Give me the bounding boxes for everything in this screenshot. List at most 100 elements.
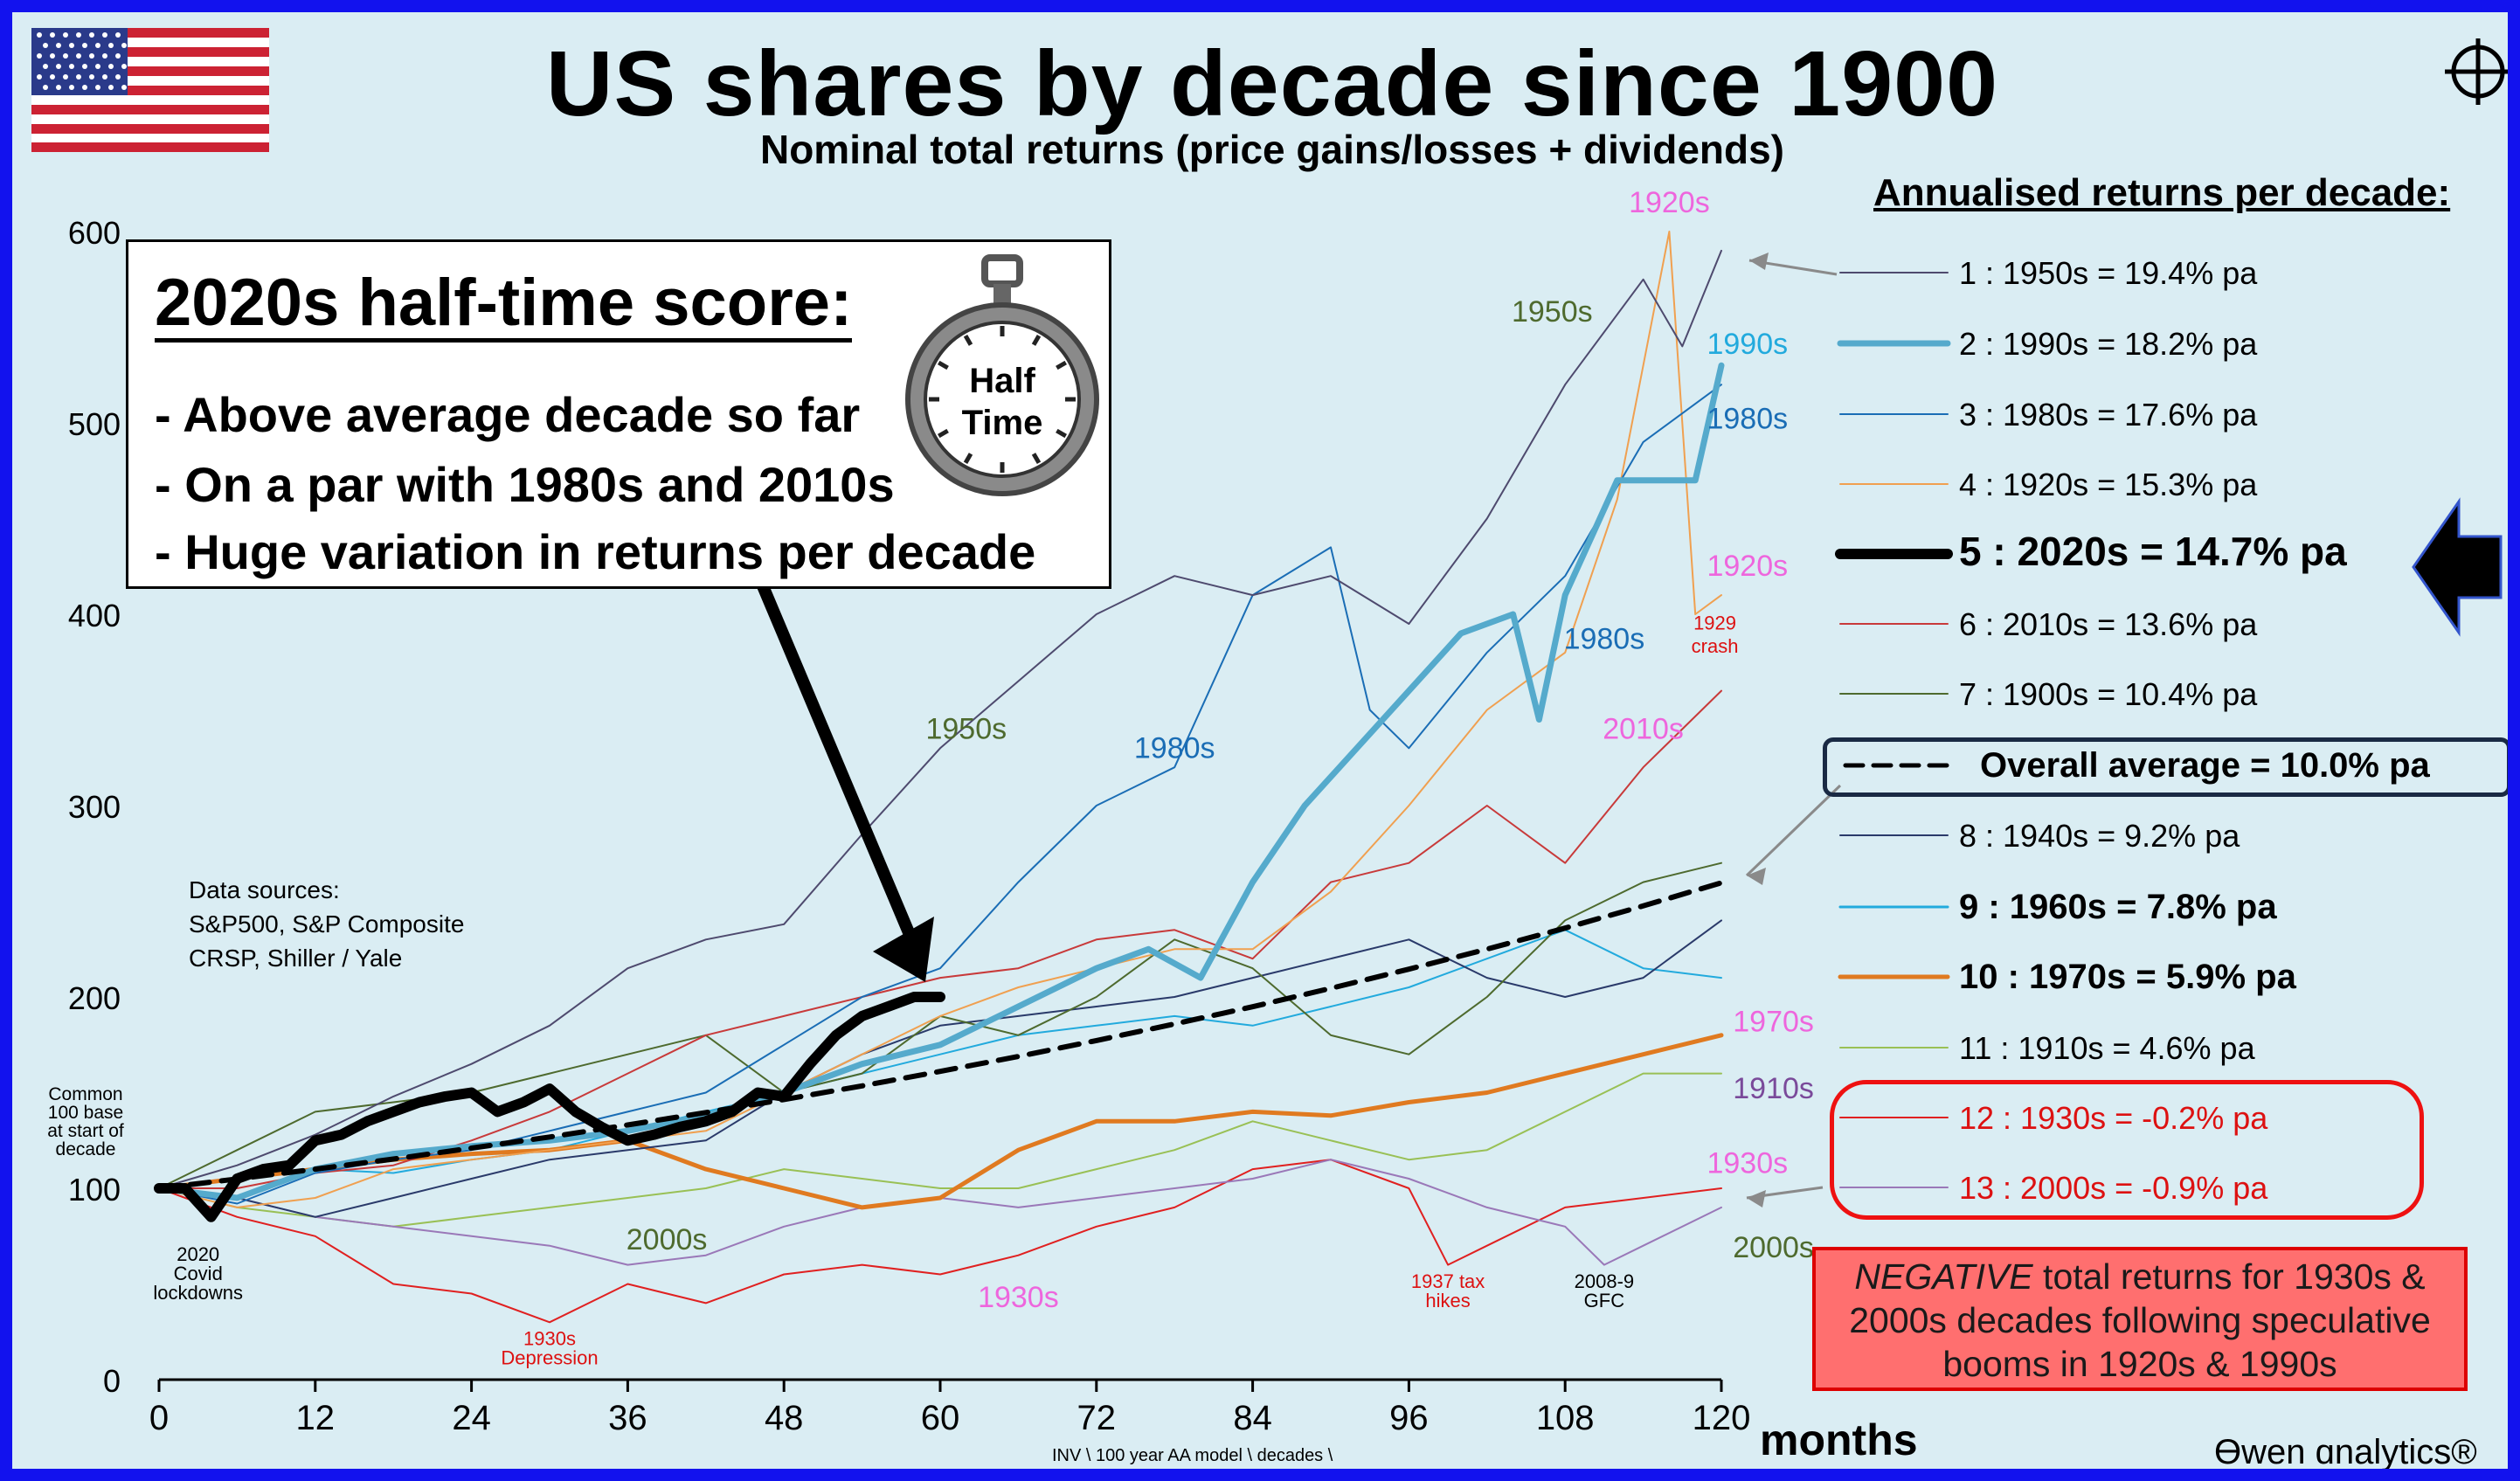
- series-annotation: lockdowns: [153, 1282, 243, 1304]
- series-line: [158, 929, 1722, 1189]
- stopwatch-label: Half: [969, 362, 1035, 400]
- series-annotation: 1920s: [1707, 550, 1788, 583]
- pointer-arrow-head: [873, 917, 934, 982]
- series-annotation: 1980s: [1134, 731, 1215, 765]
- owen-analytics-logo: Ɵwen ɑnalytics®: [2214, 1433, 2477, 1471]
- legend-label: 9 : 1960s = 7.8% pa: [1959, 888, 2277, 926]
- x-tick-label: 120: [1693, 1399, 1751, 1437]
- legend-label: 8 : 1940s = 9.2% pa: [1959, 818, 2240, 854]
- series-annotation: 1920s: [1629, 186, 1710, 219]
- y-tick-label: 200: [68, 980, 121, 1016]
- x-tick-label: 48: [765, 1399, 804, 1437]
- series-annotation: 1937 tax: [1411, 1270, 1485, 1292]
- series-annotation: GFC: [1584, 1290, 1625, 1311]
- y-tick-label: 400: [68, 598, 121, 633]
- score-bullet: - Above average decade so far: [155, 387, 861, 442]
- legend-label: 3 : 1980s = 17.6% pa: [1959, 397, 2258, 433]
- x-tick-label: 72: [1077, 1399, 1117, 1437]
- series-line: [158, 384, 1722, 1205]
- series-annotation: 2000s: [1733, 1231, 1814, 1264]
- negative-returns-note: NEGATIVE total returns for 1930s & 2000s…: [1812, 1247, 2468, 1391]
- legend-label: 13 : 2000s = -0.9% pa: [1959, 1170, 2268, 1206]
- series-annotation: 1950s: [1512, 295, 1593, 329]
- legend-label: 5 : 2020s = 14.7% pa: [1959, 529, 2347, 574]
- series-annotation: crash: [1692, 635, 1739, 657]
- negative-returns-highlight: [1830, 1080, 2424, 1220]
- legend-label: 4 : 1920s = 15.3% pa: [1959, 467, 2258, 502]
- y-tick-label: 500: [68, 406, 121, 442]
- y-tick-label: 0: [103, 1363, 121, 1399]
- series-line: [156, 362, 1725, 1201]
- x-axis-label: months: [1760, 1415, 1918, 1464]
- overall-average-box: [1823, 737, 2508, 797]
- series-annotation: 1930s: [523, 1328, 576, 1350]
- series-annotation: 2008-9: [1575, 1270, 1635, 1292]
- data-sources-line: S&P500, S&P Composite: [189, 910, 465, 938]
- series-annotation: 2010s: [1603, 712, 1684, 745]
- pointer-arrow-shaft: [751, 569, 917, 939]
- series-annotation: hikes: [1425, 1290, 1470, 1311]
- crosshair-icon: [2443, 37, 2508, 107]
- series-annotation: 1910s: [1733, 1072, 1814, 1105]
- pointer-arrow-head: [1747, 1190, 1766, 1208]
- chart-title: US shares by decade since 1900: [545, 32, 1999, 135]
- x-tick-label: 96: [1389, 1399, 1429, 1437]
- y-axis-note: Common: [48, 1084, 122, 1104]
- series-line: [156, 1033, 1724, 1210]
- series-annotation: 1930s: [978, 1281, 1059, 1314]
- y-axis-note: at start of: [47, 1121, 124, 1141]
- series-annotation: 1929: [1693, 612, 1736, 634]
- legend-label: 2 : 1990s = 18.2% pa: [1959, 326, 2258, 362]
- legend-label: 10 : 1970s = 5.9% pa: [1959, 958, 2297, 996]
- series-annotation: 1930s: [1707, 1146, 1788, 1180]
- series-line: [158, 1072, 1722, 1228]
- series-line: [154, 992, 945, 1222]
- series-line: [158, 249, 1722, 1189]
- legend-label: 12 : 1930s = -0.2% pa: [1959, 1100, 2268, 1136]
- x-tick-label: 0: [149, 1399, 169, 1437]
- series-line: [158, 1159, 1722, 1324]
- pointer-arrow: [1745, 784, 1842, 877]
- x-tick-label: 12: [296, 1399, 336, 1437]
- series-line: [158, 231, 1722, 1208]
- y-tick-label: 300: [68, 789, 121, 825]
- series-annotation: 2020: [177, 1243, 219, 1265]
- footer-path: INV \ 100 year AA model \ decades \: [1052, 1446, 1333, 1465]
- negative-note-text: total returns for 1930s & 2000s decades …: [1849, 1256, 2431, 1384]
- half-time-score-box: 2020s half-time score: - Above average d…: [126, 239, 1111, 589]
- data-sources-line: CRSP, Shiller / Yale: [189, 945, 403, 972]
- chart-subtitle: Nominal total returns (price gains/losse…: [759, 127, 1784, 172]
- score-bullet: - On a par with 1980s and 2010s: [155, 457, 895, 512]
- series-line: [156, 880, 1724, 1191]
- x-tick-label: 60: [921, 1399, 960, 1437]
- x-tick-label: 108: [1536, 1399, 1595, 1437]
- pointer-arrow-head: [1749, 253, 1769, 270]
- y-axis-note: 100 base: [48, 1103, 123, 1123]
- pointer-arrow-head: [1747, 868, 1766, 885]
- line-chart: 0 12 24 36 48 60 72 84 96 108 120 0 100 200 300 400 500 6…: [47, 186, 2503, 1437]
- series-annotation: Covid: [174, 1263, 223, 1284]
- highlight-arrow-icon: [2412, 497, 2503, 637]
- y-axis-note: decade: [56, 1139, 116, 1159]
- negative-emphasis: NEGATIVE: [1854, 1256, 2033, 1297]
- series-annotation: 1980s: [1707, 403, 1788, 436]
- stopwatch-icon: Half Time: [897, 251, 1107, 504]
- series-annotation: 1990s: [1707, 328, 1788, 361]
- series-annotation: 2000s: [627, 1223, 708, 1256]
- legend-label: Overall average = 10.0% pa: [1980, 746, 2431, 785]
- legend-label: 7 : 1900s = 10.4% pa: [1959, 676, 2258, 712]
- y-tick-label: 600: [68, 215, 121, 251]
- series-line: [158, 919, 1722, 1218]
- data-sources-line: Data sources:: [189, 876, 340, 903]
- score-title: 2020s half-time score:: [155, 268, 853, 343]
- series-line: [158, 1159, 1722, 1266]
- legend-title: Annualised returns per decade:: [1873, 171, 2451, 214]
- us-flag-icon: [31, 28, 269, 152]
- series-annotation: 1950s: [925, 712, 1007, 745]
- legend-label: 6 : 2010s = 13.6% pa: [1959, 606, 2258, 642]
- x-tick-label: 36: [608, 1399, 647, 1437]
- series-annotation: 1970s: [1733, 1005, 1814, 1038]
- legend-label: 1 : 1950s = 19.4% pa: [1959, 255, 2258, 291]
- legend-label: 11 : 1910s = 4.6% pa: [1959, 1030, 2256, 1066]
